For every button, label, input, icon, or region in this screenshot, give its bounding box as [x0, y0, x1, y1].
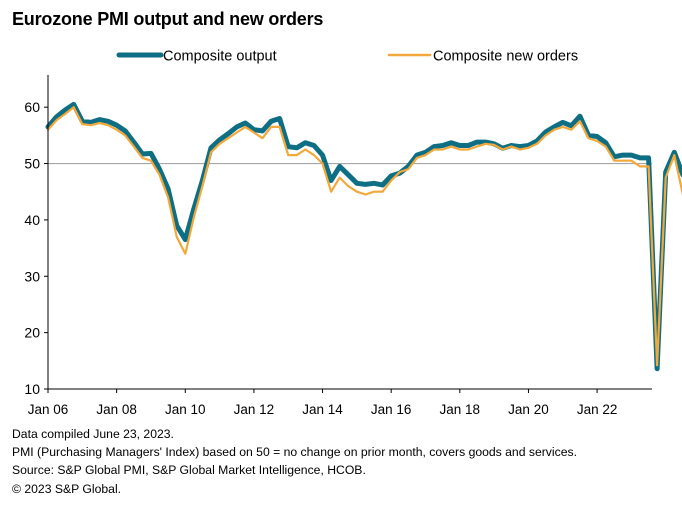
y-tick-label: 20: [24, 325, 40, 341]
chart-legend: Composite output Composite new orders: [116, 49, 578, 65]
chart-footer: Data compiled June 23, 2023. PMI (Purcha…: [12, 425, 577, 498]
footer-note: PMI (Purchasing Managers' Index) based o…: [12, 445, 577, 460]
footer-copyright: © 2023 S&P Global.: [12, 481, 122, 496]
plot-area: [45, 101, 682, 372]
y-tick-label: 60: [24, 99, 40, 115]
x-tick-label: Jan 20: [508, 402, 549, 417]
chart-title: Eurozone PMI output and new orders: [12, 9, 324, 29]
footer-source: Source: S&P Global PMI, S&P Global Marke…: [12, 463, 366, 478]
x-tick-label: Jan 16: [371, 402, 412, 417]
y-tick-label: 10: [24, 381, 40, 397]
legend-item: Composite output: [116, 49, 277, 65]
footer-compiled: Data compiled June 23, 2023.: [12, 427, 174, 441]
axes: 10 20 30 40 50 60 Jan 06 Jan 08 Jan 10 Jan 12 Jan …: [24, 75, 652, 417]
x-tick-label: Jan 22: [577, 402, 618, 417]
x-tick-label: Jan 12: [234, 402, 275, 417]
legend-label: Composite new orders: [433, 49, 578, 65]
series-line-composite-new-orders: [46, 106, 682, 367]
series-line-composite-output: [45, 101, 682, 372]
line-chart: Composite output Composite new orders 10 2…: [24, 49, 682, 417]
y-tick-label: 40: [24, 212, 40, 228]
x-tick-label: Jan 10: [165, 402, 206, 417]
legend-label: Composite output: [163, 49, 277, 65]
y-tick-label: 30: [24, 268, 40, 284]
y-tick-label: 50: [24, 156, 40, 172]
x-tick-label: Jan 08: [96, 402, 137, 417]
x-tick-label: Jan 18: [440, 402, 481, 417]
x-tick-label: Jan 14: [302, 402, 343, 417]
legend-item: Composite new orders: [387, 49, 578, 65]
x-tick-label: Jan 06: [28, 402, 69, 417]
